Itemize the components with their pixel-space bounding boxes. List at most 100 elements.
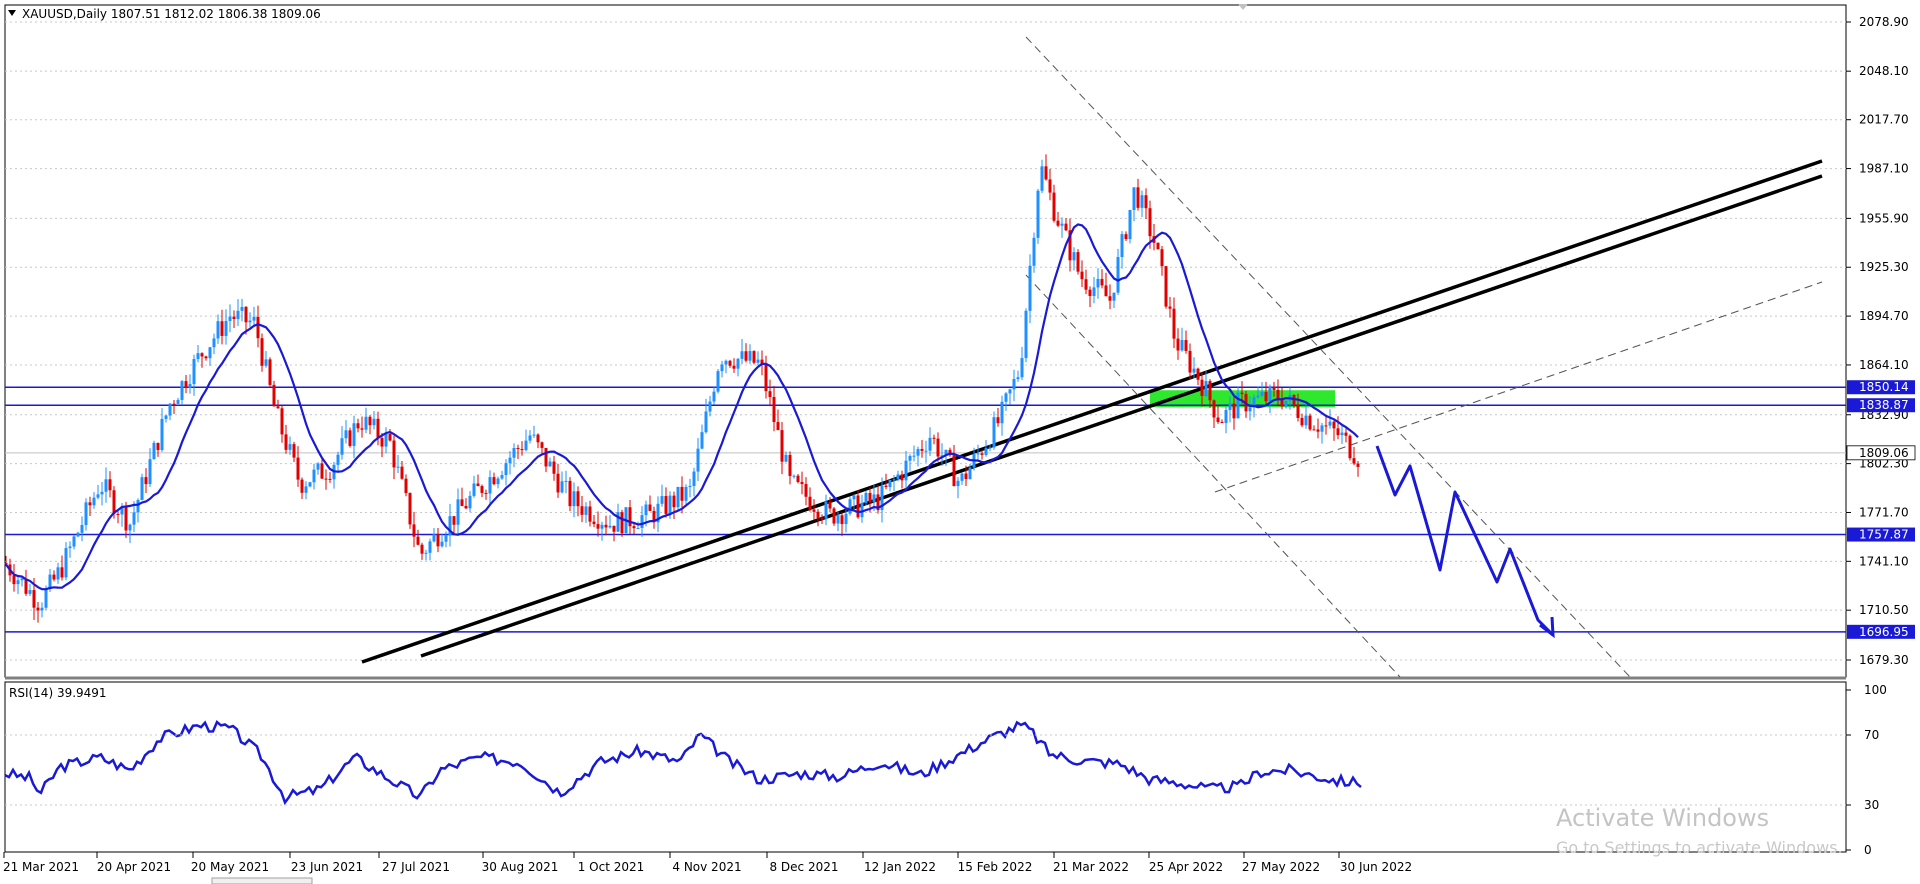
candle-body <box>1316 429 1320 432</box>
candle-body <box>424 552 428 554</box>
candle-body <box>500 475 504 479</box>
candle-body <box>376 418 380 438</box>
channel-line-support[interactable] <box>1214 281 1823 493</box>
candle-body <box>804 484 808 497</box>
candle-body <box>532 434 536 436</box>
date-tick-label: 15 Feb 2022 <box>958 860 1033 874</box>
candle-body <box>900 474 904 481</box>
candle-body <box>952 455 956 487</box>
candle-body <box>1188 350 1192 373</box>
candle-body <box>308 482 312 487</box>
date-tick-label: 21 Mar 2022 <box>1053 860 1129 874</box>
candle-body <box>1052 192 1056 221</box>
candle-body <box>184 381 188 388</box>
candle-body <box>676 486 680 508</box>
candle-body <box>496 478 500 485</box>
candle-body <box>936 438 940 457</box>
price-tick-label: 1710.50 <box>1859 603 1909 617</box>
candle-body <box>472 483 476 496</box>
candle-body <box>1300 417 1304 426</box>
level-label: 1757.87 <box>1859 528 1909 542</box>
candle-body <box>1076 252 1080 272</box>
candle-body <box>848 499 852 514</box>
rsi-header: RSI(14) 39.9491 <box>9 686 107 700</box>
channel-line-lower[interactable] <box>1025 274 1401 678</box>
candle-body <box>1128 209 1132 240</box>
candle-body <box>1028 265 1032 311</box>
candle-body <box>756 359 760 363</box>
trendline-lower[interactable] <box>420 174 1823 658</box>
candle-body <box>720 364 724 372</box>
candle-body <box>492 477 496 485</box>
candle-body <box>96 494 100 498</box>
candle-body <box>1196 368 1200 380</box>
date-tick-label: 21 Mar 2021 <box>3 860 79 874</box>
candle-body <box>352 423 356 446</box>
candle-body <box>1032 237 1036 266</box>
candle-body <box>928 437 932 451</box>
candle-body <box>1192 368 1196 373</box>
candle-body <box>268 359 272 385</box>
date-axis: 21 Mar 2021 20 Apr 2021 20 May 2021 23 Jun … <box>3 852 1412 874</box>
candle-body <box>1020 358 1024 378</box>
candle-body <box>544 447 548 467</box>
candle-body <box>744 351 748 361</box>
candle-body <box>800 481 804 485</box>
candle-body <box>12 575 16 585</box>
candle-body <box>348 430 352 446</box>
candle-body <box>100 491 104 495</box>
candle-body <box>488 477 492 494</box>
candle-body <box>564 480 568 482</box>
candle-body <box>1224 410 1228 424</box>
candle-body <box>1320 425 1324 432</box>
candle-body <box>368 416 372 426</box>
trendline-upper[interactable] <box>361 159 1823 664</box>
candle-body <box>864 492 868 503</box>
chart-tab[interactable] <box>211 877 313 884</box>
candle-body <box>872 494 876 503</box>
candle-body <box>124 506 128 531</box>
scroll-marker-icon[interactable] <box>1238 4 1248 10</box>
candle-body <box>164 415 168 419</box>
candle-body <box>596 524 600 529</box>
candle-body <box>1304 415 1308 426</box>
candle-body <box>1024 310 1028 359</box>
candle-body <box>316 463 320 470</box>
rsi-pane-frame <box>4 681 1847 853</box>
candle-body <box>236 310 240 320</box>
candle-body <box>944 449 948 456</box>
price-tick-label: 1741.10 <box>1859 554 1909 568</box>
candle-body <box>908 456 912 461</box>
candle-body <box>1264 392 1268 402</box>
candle-body <box>44 589 48 608</box>
candle-body <box>664 496 668 514</box>
ma-line <box>5 223 1359 591</box>
horizontal-levels <box>5 386 1846 633</box>
price-tick-label: 1987.10 <box>1859 162 1909 176</box>
candle-body <box>476 483 480 487</box>
candle-body <box>168 403 172 416</box>
candle-body <box>1088 289 1092 296</box>
channel-line-upper[interactable] <box>1025 36 1631 678</box>
candle-body <box>212 338 216 348</box>
candle-body <box>1336 428 1340 436</box>
candle-body <box>940 455 944 457</box>
main-chart-frame <box>4 4 1847 678</box>
candle-body <box>1232 403 1236 419</box>
collapse-arrow-icon[interactable] <box>8 10 16 16</box>
candle-body <box>344 430 348 439</box>
candle-body <box>1084 279 1088 290</box>
candle-body <box>464 505 468 509</box>
candle-body <box>808 496 812 510</box>
watermark-subtitle: Go to Settings to activate Windows. <box>1556 838 1843 857</box>
candle-body <box>1008 389 1012 394</box>
candle-body <box>760 359 764 365</box>
candle-body <box>980 453 984 455</box>
candle-body <box>1276 389 1280 400</box>
candle-body <box>860 502 864 518</box>
candle-body <box>1116 256 1120 293</box>
candle-body <box>1132 187 1136 210</box>
candle-body <box>920 448 924 451</box>
candle-body <box>832 508 836 524</box>
